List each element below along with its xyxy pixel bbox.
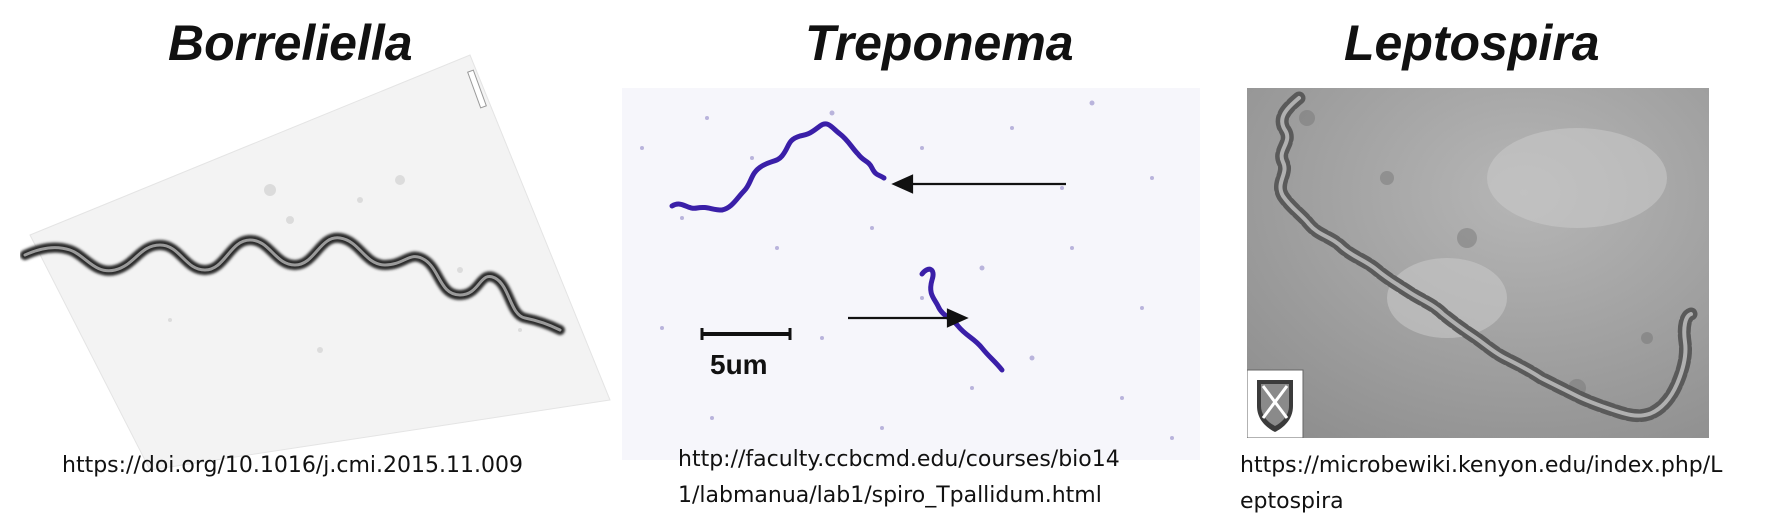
leptospira-source-caption: https://microbewiki.kenyon.edu/index.php… [1240, 448, 1722, 520]
treponema-source-url-line1[interactable]: http://faculty.ccbcmd.edu/courses/bio14 [678, 447, 1120, 472]
leptospira-title: Leptospira [1344, 15, 1600, 71]
borreliella-source-caption: https://doi.org/10.1016/j.cmi.2015.11.00… [62, 448, 523, 484]
leptospira-source-url-line1[interactable]: https://microbewiki.kenyon.edu/index.php… [1240, 453, 1723, 478]
borreliella-micrograph [20, 50, 620, 470]
borreliella-title: Borreliella [168, 15, 413, 71]
treponema-title: Treponema [805, 15, 1074, 71]
scale-bar-label: 5um [710, 349, 768, 380]
university-crest-logo [1247, 369, 1304, 438]
treponema-micrograph: 5um [622, 88, 1200, 460]
leptospira-micrograph [1247, 88, 1709, 438]
borreliella-source-url[interactable]: https://doi.org/10.1016/j.cmi.2015.11.00… [62, 453, 523, 478]
treponema-source-url-line2[interactable]: 1/labmanua/lab1/spiro_Tpallidum.html [678, 483, 1102, 508]
leptospira-source-url-line2[interactable]: eptospira [1240, 489, 1344, 514]
treponema-source-caption: http://faculty.ccbcmd.edu/courses/bio14 … [678, 442, 1120, 514]
